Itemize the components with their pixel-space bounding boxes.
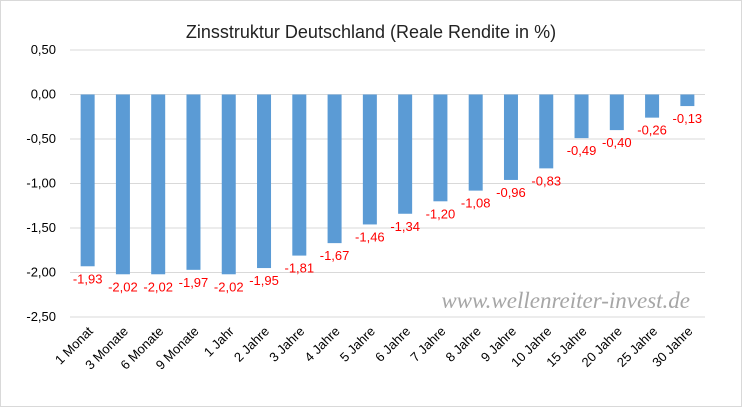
y-tick-label: -1,00 (26, 176, 56, 191)
data-label: -1,34 (390, 219, 420, 234)
y-axis-ticks: 0,50 0,00 -0,50 -1,00 -1,50 -2,00 -2,50 (26, 42, 56, 324)
bar (221, 94, 236, 275)
data-label: -0,49 (567, 143, 597, 158)
data-label: -0,40 (602, 135, 632, 150)
bar (433, 94, 448, 202)
data-label: -1,67 (320, 248, 350, 263)
data-label: -1,93 (73, 271, 103, 286)
bars (80, 94, 695, 275)
data-label: -0,13 (673, 111, 703, 126)
bar (468, 94, 483, 191)
data-label: -1,20 (426, 206, 456, 221)
data-label: -1,08 (461, 196, 491, 211)
y-tick-label: -0,50 (26, 131, 56, 146)
y-tick-label: 0,00 (31, 87, 56, 102)
watermark: www.wellenreiter-invest.de (441, 288, 690, 313)
x-tick-label: 5 Jahre (337, 324, 378, 365)
x-tick-label: 2 Jahre (231, 324, 272, 365)
bar (609, 94, 624, 131)
bar (680, 94, 695, 107)
bar (362, 94, 377, 225)
gridlines (70, 49, 705, 318)
chart-title: Zinsstruktur Deutschland (Reale Rendite … (186, 22, 556, 42)
bar (115, 94, 130, 275)
data-label: -2,02 (108, 279, 138, 294)
data-label: -0,96 (496, 185, 526, 200)
y-tick-label: -2,50 (26, 309, 56, 324)
y-tick-label: -2,00 (26, 265, 56, 280)
data-label: -0,83 (531, 173, 561, 188)
x-tick-label: 3 Jahre (266, 324, 307, 365)
bar (292, 94, 307, 256)
y-tick-label: -1,50 (26, 220, 56, 235)
x-tick-label: 6 Jahre (372, 324, 413, 365)
bar (151, 94, 166, 275)
bar (186, 94, 201, 270)
data-label: -0,26 (637, 123, 667, 138)
x-tick-label: 8 Jahre (443, 324, 484, 365)
bar (503, 94, 518, 180)
bar (539, 94, 554, 169)
data-label: -2,02 (214, 279, 244, 294)
y-tick-label: 0,50 (31, 42, 56, 57)
bar (257, 94, 272, 269)
bar (645, 94, 660, 118)
data-label: -1,95 (249, 273, 279, 288)
x-tick-label: 4 Jahre (301, 324, 342, 365)
data-label: -1,81 (284, 261, 314, 276)
data-label: -1,46 (355, 229, 385, 244)
data-label: -1,97 (179, 275, 209, 290)
bar (574, 94, 589, 139)
bar (327, 94, 342, 244)
data-label: -2,02 (143, 279, 173, 294)
data-labels: -1,93 -2,02 -2,02 -1,97 -2,02 -1,95 -1,81 -1,67… (73, 111, 702, 294)
bar (398, 94, 413, 214)
bar (80, 94, 95, 267)
x-tick-label: 7 Jahre (407, 324, 448, 365)
